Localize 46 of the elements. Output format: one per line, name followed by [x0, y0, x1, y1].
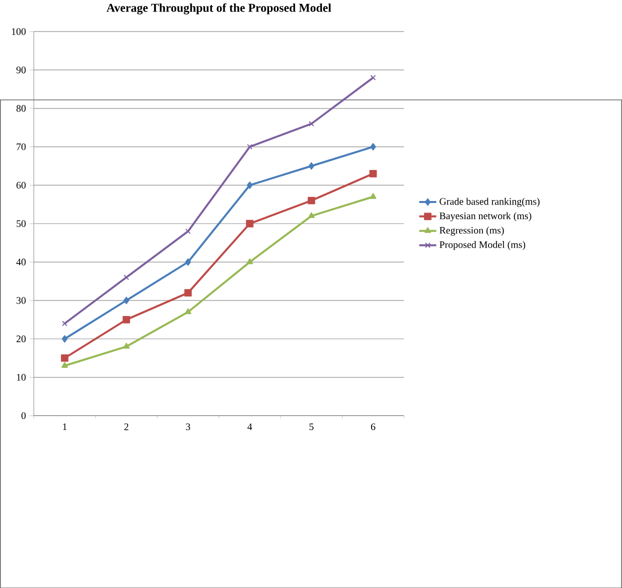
y-tick-label: 0: [21, 412, 26, 419]
x-tick-label: 1: [63, 423, 67, 430]
legend-label: Bayesian network (ms): [440, 212, 532, 222]
point: [370, 192, 376, 199]
x-tick-label: 2: [124, 423, 128, 430]
legend-label: Grade based ranking(ms): [440, 198, 540, 207]
point: [246, 258, 254, 264]
point: [123, 296, 130, 304]
y-tick-label: 30: [16, 296, 26, 304]
y-tick-label: 60: [16, 182, 26, 188]
point: [246, 220, 254, 228]
point: [185, 258, 191, 266]
point: [184, 308, 192, 314]
x-tick-label: 5: [310, 423, 314, 430]
x-tick-label: 4: [247, 423, 252, 430]
point: [185, 228, 191, 234]
point: [370, 74, 376, 80]
point: [308, 162, 314, 170]
point: [246, 181, 253, 189]
point: [308, 120, 314, 126]
y-tick-label: 40: [16, 258, 26, 266]
y-tick-label: 70: [16, 143, 26, 150]
y-tick-label: 90: [16, 66, 26, 74]
legend-label: Regression (ms): [440, 226, 504, 236]
point: [369, 170, 377, 178]
y-tick-label: 80: [16, 104, 26, 112]
point: [370, 142, 376, 150]
y-tick-label: 20: [16, 335, 26, 342]
point: [61, 362, 68, 368]
point: [60, 354, 68, 362]
point: [62, 334, 68, 342]
x-tick-label: 6: [371, 423, 376, 430]
legend-label: Proposed Model (ms): [440, 240, 526, 250]
point: [246, 144, 252, 150]
point: [308, 196, 316, 204]
y-tick-label: 50: [16, 220, 26, 227]
point: [62, 320, 68, 326]
point: [123, 342, 130, 348]
chart-title: Average Throughput of the Proposed Model: [106, 3, 332, 14]
point: [308, 212, 315, 218]
point: [124, 274, 130, 280]
y-tick-label: 10: [16, 374, 26, 380]
point: [184, 288, 192, 296]
point: [122, 316, 130, 324]
y-tick-label: 100: [12, 28, 26, 35]
x-tick-label: 3: [186, 423, 190, 430]
